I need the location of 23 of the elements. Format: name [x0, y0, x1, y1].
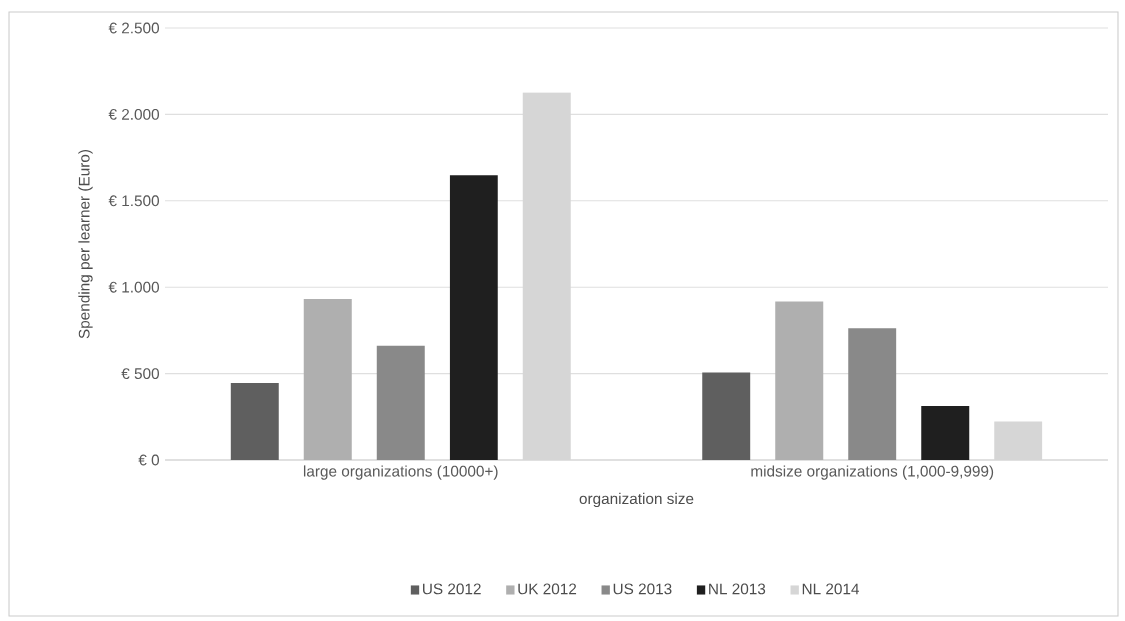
bar [921, 405, 970, 460]
bar [702, 372, 751, 460]
bar [848, 328, 897, 460]
x-tick-label: large organizations (10000+) [303, 465, 498, 480]
y-tick-label: € 2.000 [108, 108, 160, 120]
legend-label: NL 2014 [802, 583, 860, 595]
y-tick-label: € 1.500 [108, 195, 160, 207]
legend-label: NL 2013 [709, 583, 766, 595]
legend-label: US 2013 [613, 583, 672, 595]
x-axis-title: organization size [579, 492, 694, 508]
y-tick-label: € 2.500 [108, 22, 160, 34]
x-tick-label: midsize organizations (1,000-9,999) [751, 465, 994, 480]
y-axis-title: Spending per learner (Euro) [78, 149, 93, 339]
y-tick-label: € 0 [138, 454, 160, 466]
bar [376, 345, 425, 460]
y-tick-label: € 500 [121, 368, 160, 380]
bar [449, 175, 498, 460]
bar [230, 383, 279, 460]
bar [775, 301, 824, 460]
bar [303, 298, 352, 460]
legend-label: US 2012 [423, 583, 481, 595]
legend-label: UK 2012 [518, 583, 577, 595]
y-tick-label: € 1.000 [108, 281, 160, 293]
